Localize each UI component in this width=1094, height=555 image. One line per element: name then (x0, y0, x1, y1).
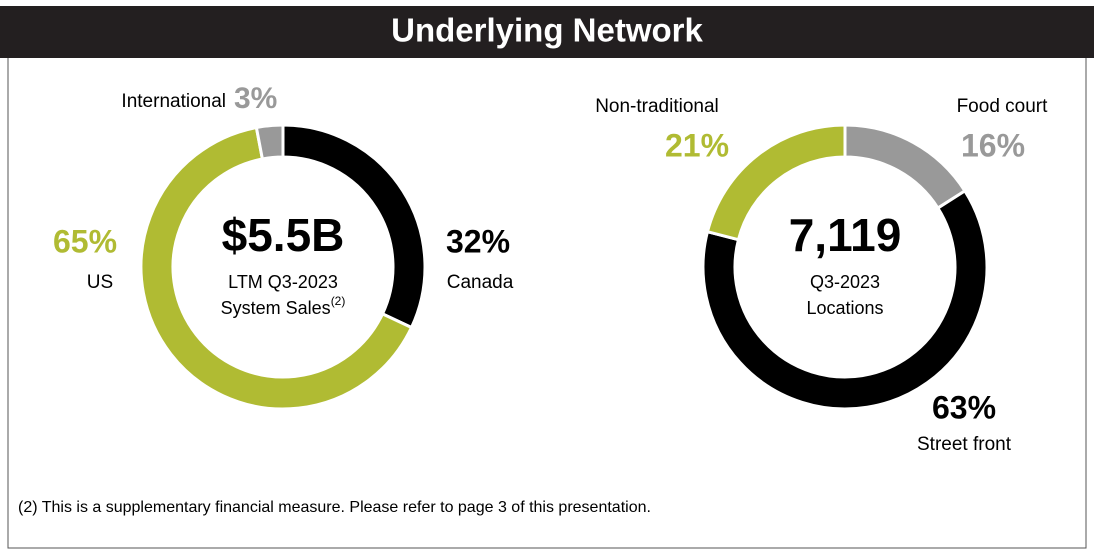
donut-segment (843, 123, 967, 211)
center-label: Q3-2023 (810, 272, 880, 292)
segment-name-label: Street front (917, 434, 1012, 455)
center-superscript: (2) (331, 294, 346, 308)
segment-value-label: 63% (932, 389, 996, 425)
center-label-text: LTM Q3-2023 (228, 272, 338, 292)
header-bar (0, 6, 1094, 58)
footnote: (2) This is a supplementary financial me… (18, 499, 651, 516)
segment-name-label: International (121, 91, 226, 112)
donut-segment (705, 123, 847, 242)
segment-name-label: Canada (447, 272, 514, 293)
segment-name-label: US (87, 272, 113, 293)
center-label: LTM Q3-2023 (228, 272, 338, 292)
header-title: Underlying Network (391, 12, 703, 49)
center-label-text: System Sales (221, 298, 331, 318)
center-label-text: Locations (806, 298, 883, 318)
segment-name-label: Non-traditional (595, 96, 719, 117)
center-label-text: Q3-2023 (810, 272, 880, 292)
segment-value-label: 3% (234, 82, 277, 115)
segment-value-label: 21% (665, 127, 729, 163)
center-label: Locations (806, 298, 883, 318)
segment-value-label: 65% (53, 223, 117, 259)
center-value: $5.5B (222, 209, 345, 261)
donut-segment (701, 188, 989, 411)
center-value: 7,119 (789, 209, 902, 261)
segment-name-label: Food court (957, 96, 1049, 117)
donut-segment (139, 125, 414, 411)
donut-segment (254, 123, 285, 161)
segment-value-label: 32% (446, 223, 510, 259)
segment-value-label: 16% (961, 127, 1025, 163)
center-label: System Sales(2) (221, 294, 346, 318)
